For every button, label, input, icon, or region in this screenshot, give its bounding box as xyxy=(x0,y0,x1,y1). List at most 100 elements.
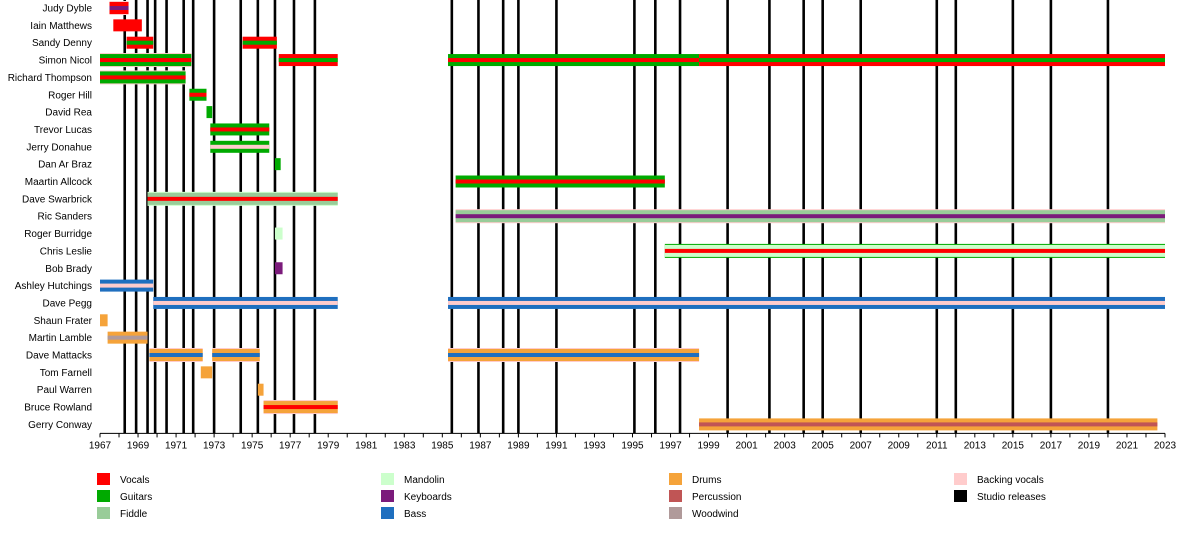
member-name: David Rea xyxy=(45,108,92,119)
member-bar-accent xyxy=(448,58,700,63)
x-tick-label: 1997 xyxy=(659,440,682,451)
member-name: Bob Brady xyxy=(45,264,92,275)
x-tick-label: 1987 xyxy=(469,440,492,451)
x-tick-label: 2013 xyxy=(964,440,987,451)
member-bar-accent xyxy=(107,335,148,340)
legend-label: Drums xyxy=(692,475,721,486)
legend-swatch xyxy=(669,490,682,502)
member-bar-accent xyxy=(212,353,260,357)
member-name: Simon Nicol xyxy=(39,56,92,67)
legend-swatch xyxy=(381,473,394,485)
x-tick-label: 2011 xyxy=(926,440,948,451)
legend-swatch xyxy=(97,507,110,519)
x-tick-label: 1975 xyxy=(241,440,264,451)
x-tick-label: 2007 xyxy=(850,440,873,451)
x-tick-label: 1999 xyxy=(697,440,720,451)
member-bar-accent xyxy=(448,300,1165,305)
member-name: Jerry Donahue xyxy=(26,142,92,153)
member-name: Dan Ar Braz xyxy=(38,160,92,171)
member-bar-accent xyxy=(189,92,207,97)
x-tick-label: 1977 xyxy=(279,440,302,451)
x-tick-label: 1985 xyxy=(431,440,454,451)
x-tick-label: 1971 xyxy=(165,440,188,451)
member-bar-accent xyxy=(278,58,338,63)
member-names: Judy Dyble Iain Matthews Sandy Denny Simon … xyxy=(8,4,93,431)
x-tick-label: 1969 xyxy=(127,440,150,451)
legend-label: Vocals xyxy=(120,475,149,486)
legend-swatch xyxy=(381,490,394,502)
member-bar xyxy=(274,158,281,171)
member-bar-accent xyxy=(242,40,277,45)
legend-label: Woodwind xyxy=(692,509,739,520)
member-bar xyxy=(100,314,108,327)
member-bar-accent xyxy=(699,58,1165,63)
member-bar-accent xyxy=(153,300,338,305)
member-bar-accent xyxy=(100,58,192,63)
member-bar-accent xyxy=(210,144,270,149)
legend-swatch xyxy=(97,490,110,502)
member-bar xyxy=(206,106,213,119)
legend-label: Fiddle xyxy=(120,509,148,520)
x-tick-label: 1979 xyxy=(317,440,340,451)
legend-label: Studio releases xyxy=(977,492,1046,503)
legend: Vocals Guitars Fiddle Mandolin Keyboards Bass… xyxy=(97,473,1046,520)
member-name: Trevor Lucas xyxy=(34,125,92,136)
legend-label: Guitars xyxy=(120,492,152,503)
x-tick-label: 1983 xyxy=(393,440,416,451)
member-name: Bruce Rowland xyxy=(24,403,92,414)
member-bar xyxy=(274,227,283,240)
member-name: Shaun Frater xyxy=(34,316,93,327)
member-name: Dave Mattacks xyxy=(26,351,92,362)
member-name: Iain Matthews xyxy=(30,21,92,32)
x-tick-label: 1993 xyxy=(583,440,606,451)
member-name: Paul Warren xyxy=(37,385,92,396)
x-tick-label: 1967 xyxy=(89,440,112,451)
legend-swatch xyxy=(669,507,682,519)
member-bar-accent xyxy=(109,6,129,10)
legend-label: Mandolin xyxy=(404,475,445,486)
x-tick-label: 2015 xyxy=(1002,440,1025,451)
member-name: Ashley Hutchings xyxy=(15,281,92,292)
member-name: Gerry Conway xyxy=(28,420,92,431)
member-bar-accent xyxy=(100,75,186,80)
member-name: Roger Burridge xyxy=(24,229,92,240)
member-bar xyxy=(257,383,264,396)
legend-swatch xyxy=(97,473,110,485)
legend-label: Backing vocals xyxy=(977,475,1044,486)
x-tick-label: 2003 xyxy=(774,440,797,451)
legend-swatch xyxy=(669,473,682,485)
legend-label: Bass xyxy=(404,509,426,520)
member-bar xyxy=(113,19,142,32)
member-bar-accent xyxy=(448,353,700,357)
member-name: Richard Thompson xyxy=(8,73,92,84)
legend-swatch xyxy=(954,473,967,485)
legend-label: Keyboards xyxy=(404,492,452,503)
member-name: Martin Lamble xyxy=(29,333,93,344)
legend-label: Percussion xyxy=(692,492,741,503)
member-name: Dave Pegg xyxy=(43,298,92,309)
member-bar-accent xyxy=(149,353,203,357)
legend-swatch xyxy=(381,507,394,519)
x-tick-label: 1973 xyxy=(203,440,226,451)
member-bar-accent xyxy=(699,422,1158,427)
member-name: Tom Farnell xyxy=(40,368,92,379)
member-bar-accent xyxy=(664,248,1165,253)
member-name: Ric Sanders xyxy=(38,212,92,223)
x-tick-label: 1995 xyxy=(621,440,644,451)
x-tick-label: 1989 xyxy=(507,440,530,451)
member-bars xyxy=(100,1,1166,431)
x-tick-label: 2001 xyxy=(735,440,758,451)
x-tick-label: 2021 xyxy=(1116,440,1139,451)
member-name: Sandy Denny xyxy=(32,38,92,49)
member-bar xyxy=(200,366,213,379)
member-name: Chris Leslie xyxy=(40,246,93,257)
member-bar-accent xyxy=(147,196,338,201)
member-name: Judy Dyble xyxy=(43,4,93,15)
x-tick-label: 2009 xyxy=(888,440,911,451)
legend-swatch xyxy=(954,490,967,502)
member-bar-accent xyxy=(455,214,1166,219)
x-tick-label: 2005 xyxy=(812,440,835,451)
x-tick-label: 2023 xyxy=(1154,440,1177,451)
x-tick-label: 1981 xyxy=(355,440,378,451)
